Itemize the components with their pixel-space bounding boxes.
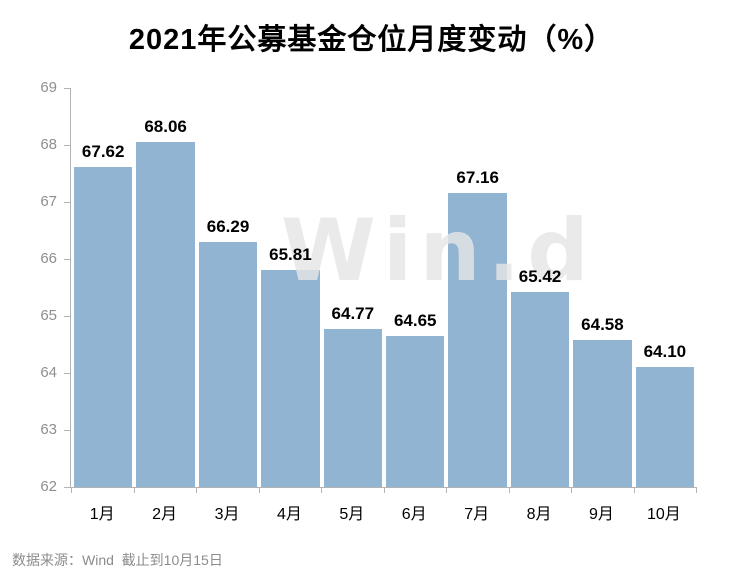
y-axis-label: 65 (40, 306, 57, 324)
bar-column: 64.58 (573, 88, 632, 487)
x-axis-tick (571, 487, 572, 493)
x-axis-tick (633, 487, 635, 493)
bar-value-label: 64.65 (393, 310, 437, 330)
y-axis-label: 66 (40, 250, 57, 267)
x-axis-label: 1月 (89, 506, 115, 523)
data-source-note: 数据来源：Wind 截止到10月15日 (12, 552, 223, 568)
x-axis-tick (133, 487, 135, 493)
bar-2月 (136, 141, 195, 487)
bar-value-label: 67.62 (81, 141, 125, 161)
bar-3月 (198, 242, 258, 487)
x-axis-label: 10月 (646, 506, 681, 523)
bar-column: 66.29 (198, 88, 258, 487)
bar-4月 (261, 269, 320, 487)
bar-5月 (323, 329, 383, 487)
bar-column: 67.16 (448, 88, 507, 487)
y-axis-label: 67 (40, 192, 57, 210)
bar-7月 (448, 192, 507, 487)
y-axis-tick (64, 202, 70, 203)
bar-column: 64.65 (386, 88, 445, 487)
bar-value-label: 66.29 (206, 217, 250, 237)
plot-area: 67.62 68.06 66.29 65.81 64.77 64.65 67.16 65.42… (70, 88, 697, 493)
y-axis-label: 63 (40, 421, 57, 438)
y-axis-tick (64, 88, 70, 89)
bar-column: 67.62 (74, 88, 133, 487)
x-axis-labels: 1月 2月 3月 4月 5月 6月 7月 8月 9月 10月 (73, 500, 693, 524)
y-axis-label: 68 (40, 135, 57, 153)
bar-1月 (74, 166, 133, 487)
bar-10月 (635, 367, 695, 487)
y-axis-tick (64, 430, 70, 431)
y-axis-tick (64, 373, 70, 374)
bar-value-label: 68.06 (144, 116, 187, 136)
y-axis-tick (64, 487, 70, 488)
bar-column: 65.42 (510, 88, 570, 487)
x-axis-ticks (71, 487, 697, 493)
bar-value-label: 65.81 (269, 244, 312, 264)
bar-column: 64.77 (323, 88, 383, 487)
bar-value-label: 65.42 (518, 267, 562, 287)
x-axis-label: 3月 (214, 506, 240, 523)
bar-column: 65.81 (261, 88, 320, 487)
y-axis-label: 69 (40, 79, 57, 96)
x-axis-tick (196, 487, 197, 493)
y-axis-tick (64, 145, 70, 146)
y-axis-tick (64, 259, 70, 260)
x-axis-tick (71, 487, 72, 493)
bar-value-label: 64.58 (581, 314, 624, 334)
x-axis-label: 4月 (276, 506, 302, 523)
x-axis-label: 7月 (464, 506, 490, 523)
x-axis-tick (508, 487, 510, 493)
x-axis-label: 9月 (589, 506, 614, 523)
bar-column: 64.10 (635, 88, 695, 487)
bar-value-label: 64.10 (643, 342, 687, 362)
x-axis-label: 8月 (526, 506, 552, 523)
x-axis-label: 5月 (339, 506, 365, 523)
bar-value-label: 64.77 (331, 304, 375, 324)
x-axis-label: 2月 (152, 506, 178, 523)
y-axis-label: 64 (40, 364, 57, 381)
x-axis-tick (321, 487, 322, 493)
bar-column: 68.06 (136, 88, 195, 487)
bar-9月 (573, 339, 632, 487)
x-axis-tick (696, 487, 697, 493)
y-axis-label: 62 (40, 478, 57, 495)
bar-6月 (386, 335, 445, 487)
bar-value-label: 67.16 (456, 167, 499, 187)
bar-8月 (510, 292, 570, 487)
y-axis: 62 63 64 65 66 67 68 69 (0, 80, 70, 495)
x-axis-tick (383, 487, 385, 493)
chart-title: 2021年公募基金仓位月度变动（%） (128, 24, 615, 56)
x-axis-tick (258, 487, 260, 493)
bar-series: 67.62 68.06 66.29 65.81 64.77 64.65 67.16 65.42… (74, 88, 695, 487)
x-axis-label: 6月 (401, 506, 427, 523)
x-axis-tick (446, 487, 447, 493)
y-axis-tick (64, 316, 70, 317)
